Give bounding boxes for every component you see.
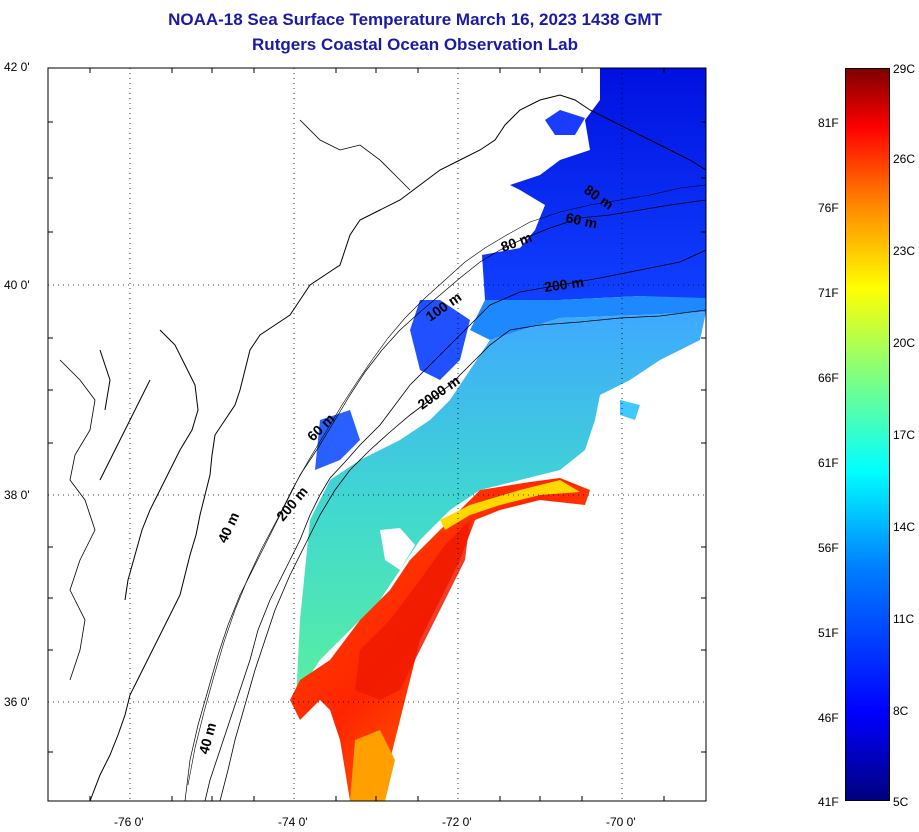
slope-water	[470, 296, 706, 340]
contour-label: 40 m	[195, 721, 219, 756]
temperature-colorbar	[845, 68, 890, 801]
colorbar-c-label: 14C	[893, 520, 916, 534]
lat-label: 38 0'	[4, 488, 30, 502]
colorbar-c-label: 17C	[893, 428, 916, 442]
lat-label: 40 0'	[4, 278, 30, 292]
contour-label: 40 m	[214, 510, 242, 546]
colorbar-c-label: 23C	[893, 244, 916, 258]
shelf-water-inner	[410, 300, 470, 380]
cold-water-north	[482, 68, 706, 300]
map-subtitle: Rutgers Coastal Ocean Observation Lab	[252, 35, 578, 54]
contour-label: 200 m	[273, 483, 311, 524]
warm-patch-south	[350, 730, 395, 801]
contour-shallow-2	[187, 184, 706, 786]
colorbar-c-label: 20C	[893, 336, 916, 350]
contour-shallow	[184, 199, 706, 801]
eddy-patch-east	[620, 400, 640, 420]
colorbar-f-label: 41F	[818, 795, 839, 809]
colorbar-c-label: 26C	[893, 152, 916, 166]
map-title: NOAA-18 Sea Surface Temperature March 16…	[168, 10, 662, 29]
colorbar-f-label: 66F	[818, 371, 839, 385]
lon-label: -70 0'	[606, 815, 636, 829]
gulf-stream-core	[355, 520, 470, 700]
colorbar-c-label: 11C	[893, 612, 915, 626]
lat-label: 42 0'	[4, 60, 30, 74]
lat-label: 36 0'	[4, 695, 30, 709]
colorbar-c-label: 5C	[893, 795, 909, 809]
bay-outline	[99, 329, 199, 601]
map-frame	[47, 67, 707, 802]
contour-label: 200 m	[543, 274, 585, 295]
shelf-water-mid	[315, 410, 360, 470]
axis-ticks	[48, 68, 706, 801]
colorbar-f-label: 46F	[818, 711, 839, 725]
colorbar-f-label: 71F	[818, 286, 839, 300]
colorbar-f-label: 56F	[818, 541, 839, 555]
contour-2000m	[219, 309, 706, 801]
lon-label: -76 0'	[114, 815, 144, 829]
colorbar-f-label: 81F	[818, 116, 839, 130]
contour-200m	[204, 249, 706, 801]
colorbar-f-label: 61F	[818, 456, 839, 470]
colorbar-f-label: 76F	[818, 201, 839, 215]
cloud-gap	[380, 528, 415, 570]
colorbar-f-label: 51F	[818, 626, 839, 640]
lon-label: -72 0'	[442, 815, 472, 829]
gulf-stream-edge	[440, 480, 580, 530]
contour-label: 60 m	[564, 209, 599, 231]
shelf-water	[296, 312, 706, 700]
gulf-stream	[290, 478, 590, 801]
inland-outline	[59, 119, 411, 681]
coastline	[89, 94, 706, 801]
lon-label: -74 0'	[278, 815, 308, 829]
colorbar-c-label: 8C	[893, 704, 909, 718]
cold-water-patch-ne	[545, 110, 585, 135]
graticule	[48, 68, 706, 801]
colorbar-c-label: 29C	[893, 62, 916, 76]
